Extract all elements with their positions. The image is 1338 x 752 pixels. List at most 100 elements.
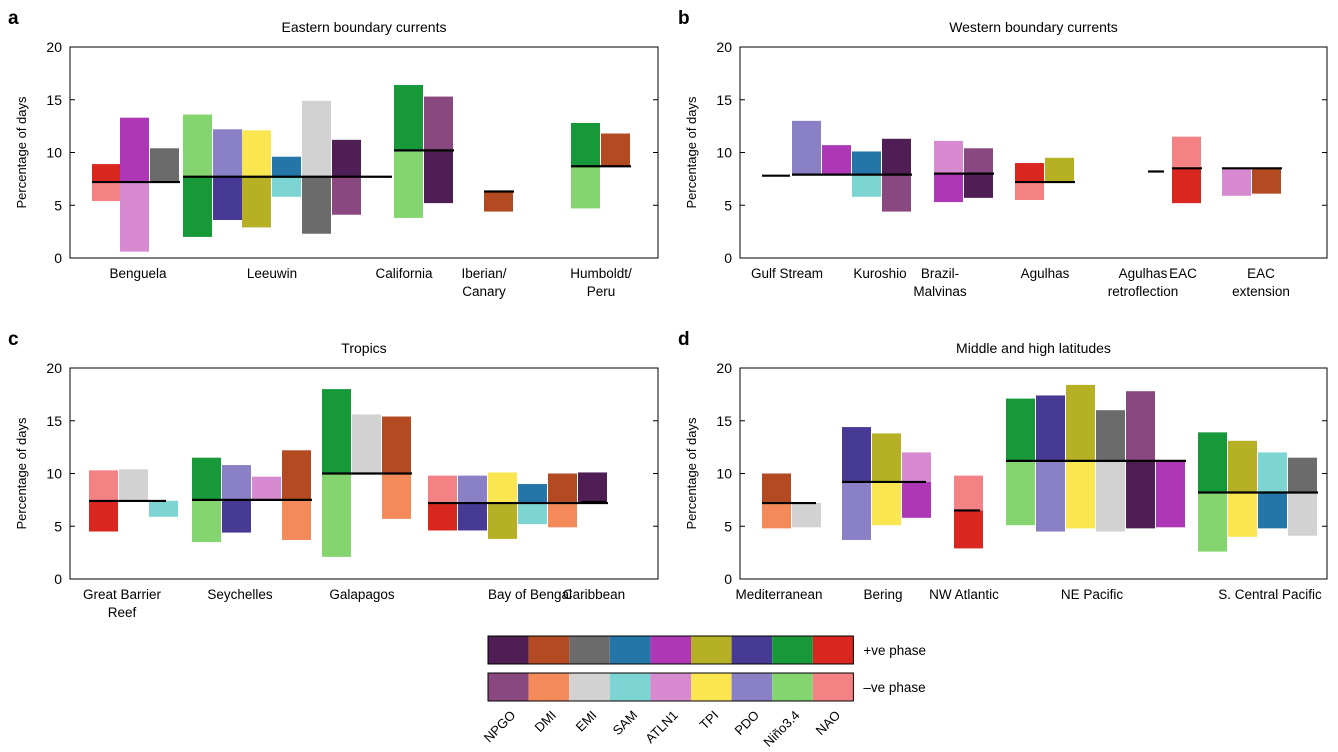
y-tick-label: 20 — [46, 360, 62, 376]
category-label: Malvinas — [913, 284, 967, 299]
bar-group — [842, 427, 931, 540]
category-label: EAC — [1247, 266, 1275, 281]
bar-positive-atln1 — [902, 481, 931, 518]
panel-letter: d — [678, 329, 690, 350]
panel-letter: a — [8, 8, 19, 29]
bar-group — [571, 122, 631, 209]
bar-negative-npgo — [332, 176, 361, 215]
legend-index-label: EMI — [573, 708, 600, 735]
legend-swatch — [488, 636, 529, 664]
bar-positive-sam — [518, 484, 547, 504]
legend-swatch — [772, 673, 813, 701]
legend-swatch — [650, 636, 691, 664]
category-label: S. Central Pacific — [1218, 587, 1322, 602]
bar-negative-dmi — [548, 503, 577, 528]
bar-negative-atln1 — [252, 476, 281, 500]
panel-c: c Tropics Percentage of days Great Barrier R… — [8, 329, 659, 620]
bar-group — [1222, 167, 1282, 196]
y-axis-label: Percentage of days — [684, 417, 699, 530]
category-label: Galapagos — [329, 587, 395, 602]
bar-negative-nio34 — [183, 114, 212, 177]
category-label: EAC — [1169, 266, 1197, 281]
bar-positive-dmi — [282, 450, 311, 500]
bar-positive-atln1 — [1156, 460, 1185, 528]
bar-negative-nao — [92, 182, 121, 202]
legend-swatch — [812, 636, 854, 664]
category-label: Mediterranean — [735, 587, 822, 602]
bar-negative-dmi — [762, 503, 791, 529]
bar-positive-npgo — [424, 150, 453, 204]
category-label: Humboldt/ — [570, 266, 632, 281]
legend-row-label: +ve phase — [863, 643, 926, 658]
bar-positive-tpi — [1228, 440, 1257, 493]
bar-positive-emi — [1096, 410, 1125, 461]
y-axis-label: Percentage of days — [14, 96, 29, 209]
category-label: extension — [1232, 284, 1290, 299]
chart-title: Western boundary currents — [949, 19, 1118, 35]
category-label: Seychelles — [207, 587, 273, 602]
legend-row-label: –ve phase — [863, 680, 925, 695]
legend-index-label: SAM — [610, 708, 641, 739]
bar-group — [484, 190, 514, 212]
bar-negative-nio34 — [192, 499, 221, 543]
bar-negative-emi — [352, 414, 381, 474]
bar-positive-pdo — [213, 176, 242, 221]
y-tick-label: 0 — [724, 250, 732, 266]
bar-negative-tpi — [1228, 492, 1257, 537]
legend-index-label: Niño3.4 — [760, 708, 802, 750]
legend-index-label: DMI — [532, 708, 559, 735]
y-tick-label: 15 — [716, 92, 732, 108]
category-label: retroflection — [1108, 284, 1179, 299]
bar-positive-atln1 — [822, 145, 851, 175]
bar-negative-sam — [852, 174, 881, 197]
y-axis-label: Percentage of days — [684, 96, 699, 209]
bar-group — [762, 473, 821, 529]
bar-negative-npgo — [964, 148, 993, 174]
category-label: Brazil- — [921, 266, 959, 281]
bar-positive-dmi — [382, 416, 411, 474]
bar-negative-atln1 — [1222, 168, 1251, 196]
bar-group — [92, 117, 180, 252]
y-tick-label: 10 — [716, 145, 732, 161]
bar-negative-emi — [1288, 492, 1317, 536]
category-label: Canary — [462, 284, 506, 299]
legend: +ve phase –ve phase NPGO DMI EMI SAM ATLN1 TPI P… — [481, 635, 926, 750]
bar-negative-nio34 — [1006, 460, 1035, 526]
bar-negative-atln1 — [934, 140, 963, 174]
bar-positive-atln1 — [120, 117, 149, 183]
bar-negative-tpi — [872, 481, 901, 526]
category-label: Kuroshio — [853, 266, 906, 281]
legend-swatch — [569, 636, 610, 664]
bar-negative-atln1 — [120, 182, 149, 252]
bar-negative-atln1 — [902, 452, 931, 482]
legend-index-label: TPI — [697, 708, 722, 733]
bar-negative-nio34 — [322, 473, 351, 557]
y-tick-label: 15 — [716, 413, 732, 429]
panel-letter: b — [678, 8, 690, 29]
bar-group — [1015, 157, 1075, 200]
bar-positive-npgo — [964, 173, 993, 198]
y-tick-label: 5 — [724, 518, 732, 534]
y-tick-label: 15 — [46, 413, 62, 429]
bar-positive-npgo — [332, 139, 361, 177]
category-label: Reef — [108, 605, 137, 620]
legend-swatch — [691, 673, 732, 701]
bar-positive-pdo — [1036, 395, 1065, 461]
bar-positive-nao — [428, 503, 457, 531]
legend-row-frame — [487, 635, 854, 665]
bar-negative-emi — [119, 469, 148, 501]
bar-positive-sam — [272, 156, 301, 177]
bar-negative-tpi — [1066, 460, 1095, 529]
bar-group — [1198, 432, 1318, 552]
bar-positive-dmi — [548, 473, 577, 504]
bar-group — [1006, 384, 1186, 532]
legend-swatch — [812, 673, 854, 701]
bar-positive-sam — [852, 151, 881, 175]
category-label: Agulhas — [1021, 266, 1070, 281]
bar-positive-nio34 — [394, 84, 423, 151]
bar-negative-pdo — [1036, 460, 1065, 532]
bar-positive-pdo — [458, 503, 487, 531]
bar-negative-emi — [1096, 460, 1125, 532]
y-axis-label: Percentage of days — [14, 417, 29, 530]
y-tick-label: 0 — [54, 571, 62, 587]
